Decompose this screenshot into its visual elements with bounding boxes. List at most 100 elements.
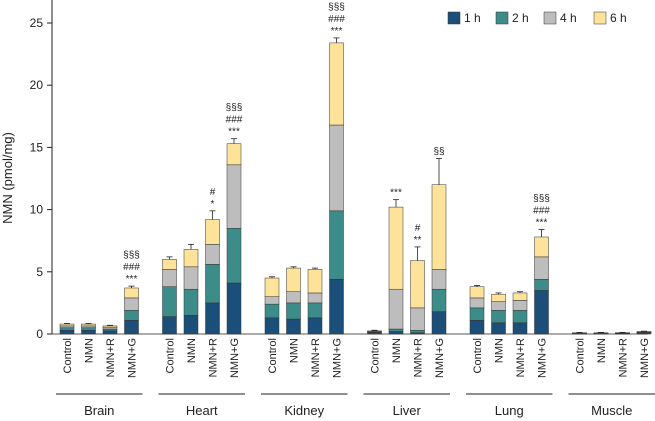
significance-label: ### xyxy=(328,14,345,25)
bar-label: NMN+G xyxy=(229,338,241,378)
significance-label: # xyxy=(415,223,421,234)
bar-label: NMN+R xyxy=(310,338,322,377)
bar-segment xyxy=(286,302,301,320)
group-label: Liver xyxy=(393,403,422,418)
bar-label: NMN xyxy=(596,338,608,363)
bar-segment xyxy=(124,310,139,321)
bar-segment xyxy=(205,244,220,265)
legend-label: 2 h xyxy=(512,11,529,25)
significance-label: *** xyxy=(536,218,548,229)
bar-segment xyxy=(59,327,75,331)
bar-label: Control xyxy=(370,338,382,373)
bar-label: Control xyxy=(472,338,484,373)
bar-segment xyxy=(534,290,549,335)
bar-label: NMN+G xyxy=(127,338,139,378)
bar-label: Control xyxy=(165,338,177,373)
legend-swatch xyxy=(593,11,607,25)
bar-segment xyxy=(431,184,447,270)
group-label: Kidney xyxy=(284,403,324,418)
bar-segment xyxy=(102,326,118,330)
y-tick-label: 20 xyxy=(30,78,44,92)
bar-segment xyxy=(264,296,280,305)
bar-segment xyxy=(329,210,344,280)
bar-segment xyxy=(410,307,425,331)
group-kidney: §§§###*** xyxy=(264,2,345,335)
bar-segment xyxy=(512,322,528,335)
bar-segment xyxy=(388,328,404,332)
bar-label: Control xyxy=(267,338,279,373)
bar-segment xyxy=(469,286,485,299)
bar-segment xyxy=(205,302,220,335)
bar-segment xyxy=(286,291,301,304)
bar-segment xyxy=(226,228,242,284)
bar-segment xyxy=(205,264,220,304)
legend-label: 4 h xyxy=(560,11,577,25)
significance-label: §§§ xyxy=(226,103,243,114)
bar-segment xyxy=(491,322,506,335)
bar-label: NMN+R xyxy=(413,338,425,377)
bar-label: NMN+G xyxy=(434,338,446,378)
significance-label: ### xyxy=(226,115,243,126)
bar-segment xyxy=(226,143,242,166)
significance-label: *** xyxy=(390,188,402,199)
bar-segment xyxy=(81,323,96,327)
group-muscle xyxy=(572,330,652,335)
bar-segment xyxy=(124,320,139,335)
bar-segment xyxy=(59,323,75,327)
group-lung: §§§###*** xyxy=(469,194,550,335)
bar-label: NMN+R xyxy=(515,338,527,377)
bar-segment xyxy=(59,330,75,335)
bar-segment xyxy=(183,249,199,268)
bar-segment xyxy=(491,301,506,311)
bar-segment xyxy=(102,325,118,328)
bar-label: Control xyxy=(62,338,74,373)
legend-swatch xyxy=(543,11,557,25)
significance-label: ### xyxy=(123,262,140,273)
bar-segment xyxy=(329,124,344,212)
bar-segment xyxy=(264,277,280,297)
group-label: Lung xyxy=(495,403,524,418)
bar-segment xyxy=(102,328,118,332)
bar-segment xyxy=(162,316,177,335)
significance-label: * xyxy=(211,199,215,210)
bar-segment xyxy=(367,330,382,332)
significance-label: # xyxy=(210,187,216,198)
bar-segment xyxy=(183,266,199,290)
bar-segment xyxy=(286,318,301,335)
bar-segment xyxy=(329,42,344,126)
bar-segment xyxy=(264,317,280,335)
bar-segment xyxy=(307,292,323,304)
bar-segment xyxy=(512,310,528,324)
bar-segment xyxy=(431,288,447,312)
bar-segment xyxy=(388,288,404,330)
bar-segment xyxy=(512,292,528,301)
bar-segment xyxy=(124,287,139,299)
significance-label: §§§ xyxy=(123,250,140,261)
bar-segment xyxy=(183,288,199,316)
bar-segment xyxy=(431,269,447,290)
bar-label: NMN+R xyxy=(618,338,630,377)
bar-segment xyxy=(534,279,549,291)
bar-segment xyxy=(469,297,485,309)
bar-segment xyxy=(183,315,199,335)
legend-label: 6 h xyxy=(610,11,627,25)
bar-label: NMN+R xyxy=(208,338,220,377)
legend-swatch xyxy=(447,11,461,25)
bar-label: Control xyxy=(575,338,587,373)
bar-segment xyxy=(329,279,344,335)
bar-label: NMN+R xyxy=(105,338,117,377)
y-tick-label: 5 xyxy=(36,265,43,279)
bars: §§§###***#*§§§###***§§§###******#**§§§§§… xyxy=(59,2,652,335)
bar-segment xyxy=(226,282,242,335)
bar-segment xyxy=(307,317,323,335)
significance-label: *** xyxy=(126,274,138,285)
group-label: Muscle xyxy=(591,403,632,418)
legend-swatch xyxy=(495,11,509,25)
significance-label: §§ xyxy=(433,147,444,158)
bar-label: NMN xyxy=(494,338,506,363)
bar-label: NMN+G xyxy=(332,338,344,378)
group-label: Brain xyxy=(84,403,114,418)
group-brain: §§§###*** xyxy=(59,250,140,335)
significance-label: ** xyxy=(414,235,422,246)
